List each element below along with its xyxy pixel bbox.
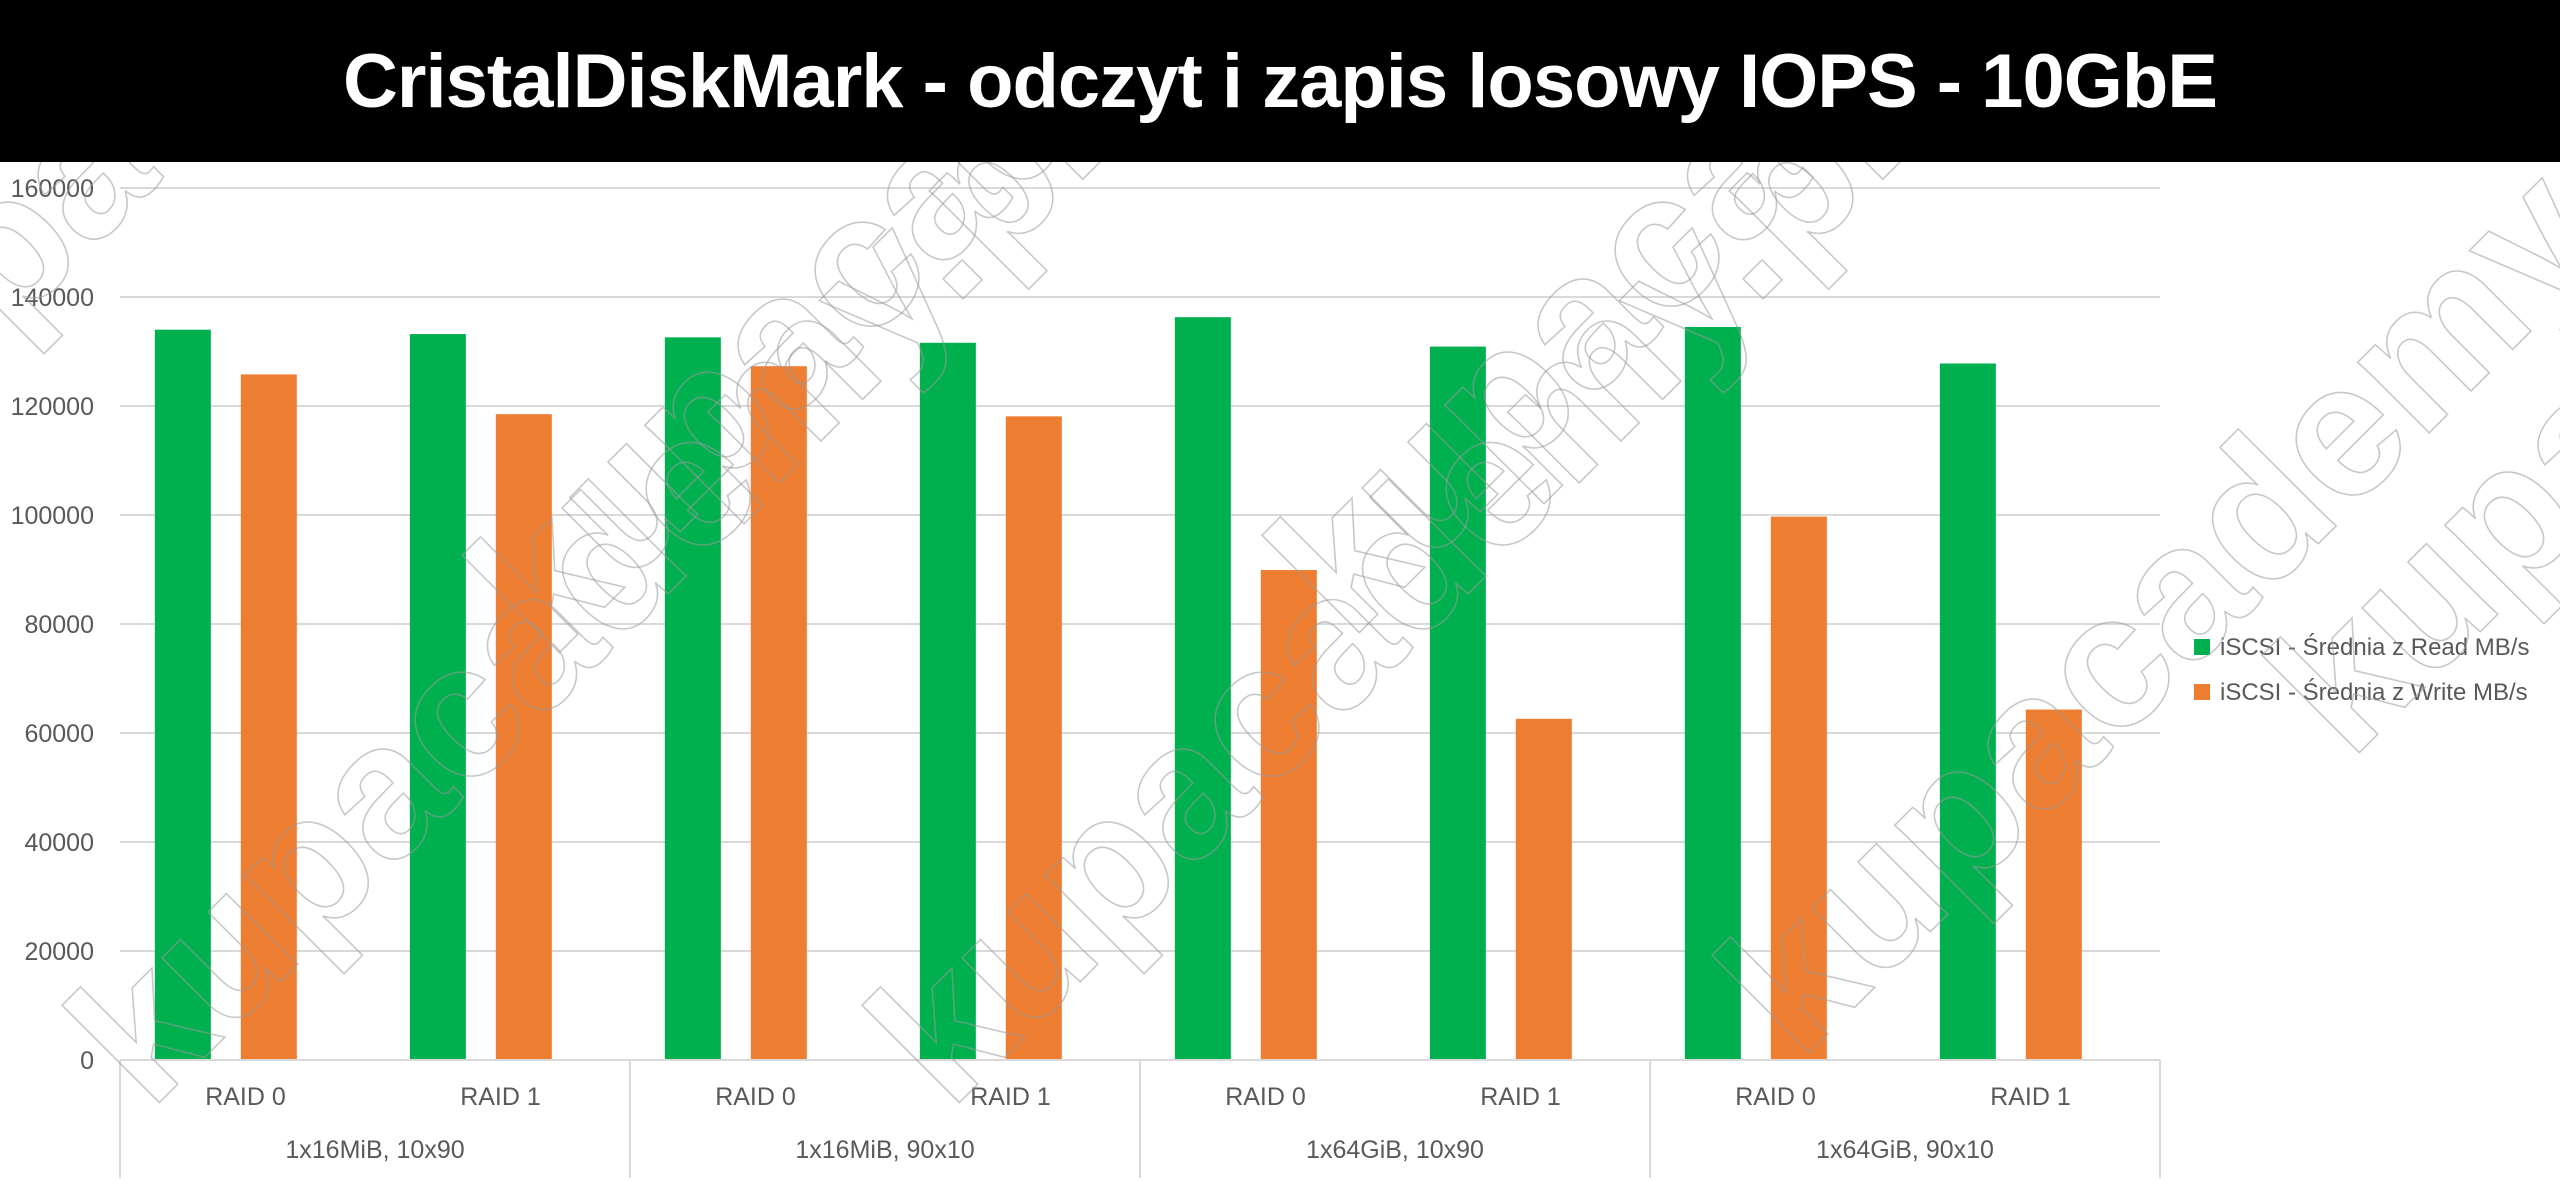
y-axis-ticks: 0 20000 40000 60000 80000 100000 120000 140000 1… (11, 175, 94, 1075)
y-tick-label: 80000 (24, 611, 94, 639)
legend: iSCSI - Średnia z Read MB/s iSCSI - Średn… (2194, 633, 2529, 706)
x-group-label: 1x64GiB, 90x10 (1816, 1136, 1994, 1164)
bar-write (1260, 570, 1317, 1060)
bar-read (1684, 326, 1741, 1061)
x-category-label: RAID 1 (460, 1083, 541, 1111)
y-tick-label: 140000 (11, 284, 94, 312)
bar-read (1429, 346, 1486, 1061)
bar-write (1005, 416, 1062, 1061)
x-category-label: RAID 0 (1735, 1083, 1816, 1111)
y-tick-label: 120000 (11, 393, 94, 421)
bar-write (495, 414, 552, 1060)
y-tick-label: 20000 (24, 938, 94, 966)
x-category-label: RAID 0 (1225, 1083, 1306, 1111)
x-category-label: RAID 1 (1990, 1083, 2071, 1111)
legend-label: iSCSI - Średnia z Read MB/s (2220, 633, 2529, 661)
x-group-label: 1x64GiB, 10x90 (1306, 1136, 1484, 1164)
bar-write (2025, 709, 2082, 1060)
bar-write (240, 374, 297, 1060)
bar-write (1515, 718, 1572, 1060)
legend-swatch (2194, 684, 2210, 700)
x-group-label: 1x16MiB, 90x10 (795, 1136, 974, 1164)
legend-label: iSCSI - Średnia z Write MB/s (2220, 678, 2528, 706)
chart-title: CristalDiskMark - odczyt i zapis losowy … (343, 38, 2218, 124)
y-tick-label: 40000 (24, 829, 94, 857)
title-bar: CristalDiskMark - odczyt i zapis losowy … (0, 0, 2560, 162)
y-tick-label: 60000 (24, 720, 94, 748)
bar-write (750, 366, 807, 1061)
bar-read (664, 337, 721, 1061)
x-category-label: RAID 1 (970, 1083, 1051, 1111)
x-category-label: RAID 1 (1480, 1083, 1561, 1111)
x-group-label: 1x16MiB, 10x90 (285, 1136, 464, 1164)
y-tick-label: 0 (80, 1047, 94, 1075)
bar-read (154, 329, 211, 1060)
bar-read (409, 334, 466, 1060)
bar-write (1770, 516, 1827, 1060)
bars (154, 317, 2082, 1061)
y-tick-label: 100000 (11, 502, 94, 530)
bar-read (919, 342, 976, 1060)
x-axis: RAID 0 RAID 1 RAID 0 RAID 1 RAID 0 RAID 1 RAID… (119, 1059, 2161, 1178)
y-tick-label: 160000 (11, 175, 94, 203)
bar-read (1939, 363, 1996, 1060)
bar-read (1174, 317, 1231, 1060)
x-category-label: RAID 0 (205, 1083, 286, 1111)
legend-swatch (2194, 639, 2210, 655)
x-category-label: RAID 0 (715, 1083, 796, 1111)
